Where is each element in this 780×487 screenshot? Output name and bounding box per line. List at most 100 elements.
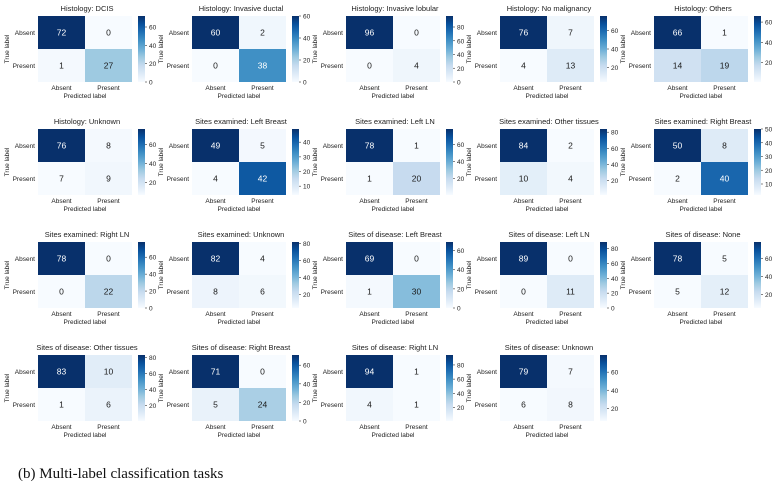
x-tick-label: Absent bbox=[205, 311, 225, 318]
cell-value: 42 bbox=[258, 174, 268, 184]
cell-value: 6 bbox=[521, 400, 526, 410]
y-axis-label: True label bbox=[4, 34, 11, 63]
x-tick-label: Absent bbox=[205, 198, 225, 205]
colorbar-tick-label: 40 bbox=[457, 52, 465, 59]
heatmap-cell bbox=[38, 388, 85, 421]
heatmap-cell bbox=[85, 162, 132, 195]
confusion-matrix-10: Sites examined: Right Breast 50 8 2 40 Absent… bbox=[620, 117, 773, 213]
heatmap-cell bbox=[85, 129, 132, 162]
heatmap-cell bbox=[701, 49, 748, 82]
colorbar-tick-label: 20 bbox=[303, 400, 311, 407]
colorbar-tick-label: 80 bbox=[457, 25, 465, 32]
y-tick-label: Absent bbox=[323, 256, 343, 263]
figure-caption: (b) Multi-label classification tasks bbox=[18, 466, 224, 482]
heatmap-cell bbox=[654, 16, 701, 49]
heatmap-cell bbox=[346, 242, 393, 275]
cell-value: 76 bbox=[519, 28, 529, 38]
cell-value: 0 bbox=[414, 28, 419, 38]
y-tick-label: Absent bbox=[477, 30, 497, 37]
y-tick-label: Present bbox=[167, 402, 190, 409]
cell-value: 66 bbox=[673, 28, 683, 38]
heatmap-cell bbox=[500, 49, 547, 82]
y-axis-label: True label bbox=[466, 373, 473, 402]
cell-value: 5 bbox=[260, 141, 265, 151]
colorbar-tick-label: 40 bbox=[303, 140, 311, 147]
x-tick-label: Absent bbox=[359, 198, 379, 205]
heatmap-cell bbox=[393, 355, 440, 388]
heatmap-cell bbox=[38, 16, 85, 49]
cell-value: 4 bbox=[367, 400, 372, 410]
cell-value: 4 bbox=[213, 174, 218, 184]
cell-value: 78 bbox=[673, 254, 683, 264]
colorbar-tick-label: 80 bbox=[303, 241, 311, 248]
y-tick-label: Absent bbox=[323, 143, 343, 150]
heatmap-cell bbox=[239, 388, 286, 421]
heatmap-cell bbox=[500, 242, 547, 275]
y-tick-label: Absent bbox=[169, 369, 189, 376]
cell-value: 49 bbox=[211, 141, 221, 151]
heatmap-cell bbox=[38, 275, 85, 308]
colorbar bbox=[600, 16, 607, 82]
x-axis-label: Predicted label bbox=[372, 319, 416, 326]
x-axis-label: Predicted label bbox=[372, 432, 416, 439]
y-tick-label: Absent bbox=[631, 30, 651, 37]
heatmap-cell bbox=[547, 16, 594, 49]
x-axis-label: Predicted label bbox=[526, 93, 570, 100]
cell-value: 7 bbox=[568, 28, 573, 38]
x-tick-label: Absent bbox=[513, 198, 533, 205]
x-axis-label: Predicted label bbox=[680, 206, 724, 213]
matrix-title: Sites of disease: Right Breast bbox=[192, 343, 291, 352]
cell-value: 0 bbox=[106, 254, 111, 264]
colorbar-tick-label: 20 bbox=[457, 176, 465, 183]
colorbar-tick-label: 40 bbox=[611, 388, 619, 395]
heatmap-cell bbox=[393, 275, 440, 308]
cell-value: 27 bbox=[104, 61, 114, 71]
heatmap-cell bbox=[192, 355, 239, 388]
x-axis-label: Predicted label bbox=[64, 206, 108, 213]
heatmap-cell bbox=[192, 388, 239, 421]
heatmap-cell bbox=[38, 242, 85, 275]
y-tick-label: Absent bbox=[323, 369, 343, 376]
y-tick-label: Present bbox=[629, 289, 652, 296]
y-axis-label: True label bbox=[312, 147, 319, 176]
colorbar-tick-label: 20 bbox=[611, 65, 619, 72]
cell-value: 6 bbox=[106, 400, 111, 410]
cell-value: 5 bbox=[722, 254, 727, 264]
heatmap-cell bbox=[547, 355, 594, 388]
matrix-title: Sites examined: Unknown bbox=[198, 230, 285, 239]
y-axis-label: True label bbox=[158, 147, 165, 176]
heatmap-cell bbox=[547, 129, 594, 162]
x-tick-label: Present bbox=[251, 85, 274, 92]
colorbar-tick-label: 40 bbox=[457, 267, 465, 274]
cell-value: 24 bbox=[258, 400, 268, 410]
colorbar-tick-label: 60 bbox=[303, 258, 311, 265]
heatmap-cell bbox=[192, 275, 239, 308]
cell-value: 30 bbox=[412, 287, 422, 297]
colorbar-tick-label: 60 bbox=[303, 363, 311, 370]
colorbar bbox=[292, 355, 299, 421]
x-axis-label: Predicted label bbox=[526, 319, 570, 326]
colorbar bbox=[446, 355, 453, 421]
x-tick-label: Absent bbox=[51, 85, 71, 92]
cell-value: 7 bbox=[568, 367, 573, 377]
colorbar bbox=[446, 242, 453, 308]
heatmap-cell bbox=[239, 162, 286, 195]
x-tick-label: Present bbox=[97, 198, 120, 205]
x-tick-label: Absent bbox=[513, 311, 533, 318]
y-axis-label: True label bbox=[4, 260, 11, 289]
y-tick-label: Absent bbox=[631, 256, 651, 263]
colorbar bbox=[138, 16, 145, 82]
cell-value: 0 bbox=[59, 287, 64, 297]
cell-value: 60 bbox=[211, 28, 221, 38]
cell-value: 72 bbox=[57, 28, 67, 38]
colorbar-tick-label: 40 bbox=[457, 159, 465, 166]
colorbar-tick-label: 40 bbox=[611, 47, 619, 54]
x-tick-label: Present bbox=[97, 424, 120, 431]
y-tick-label: Absent bbox=[477, 143, 497, 150]
heatmap-cell bbox=[393, 162, 440, 195]
y-axis-label: True label bbox=[4, 373, 11, 402]
heatmap-cell bbox=[654, 162, 701, 195]
cell-value: 76 bbox=[57, 141, 67, 151]
